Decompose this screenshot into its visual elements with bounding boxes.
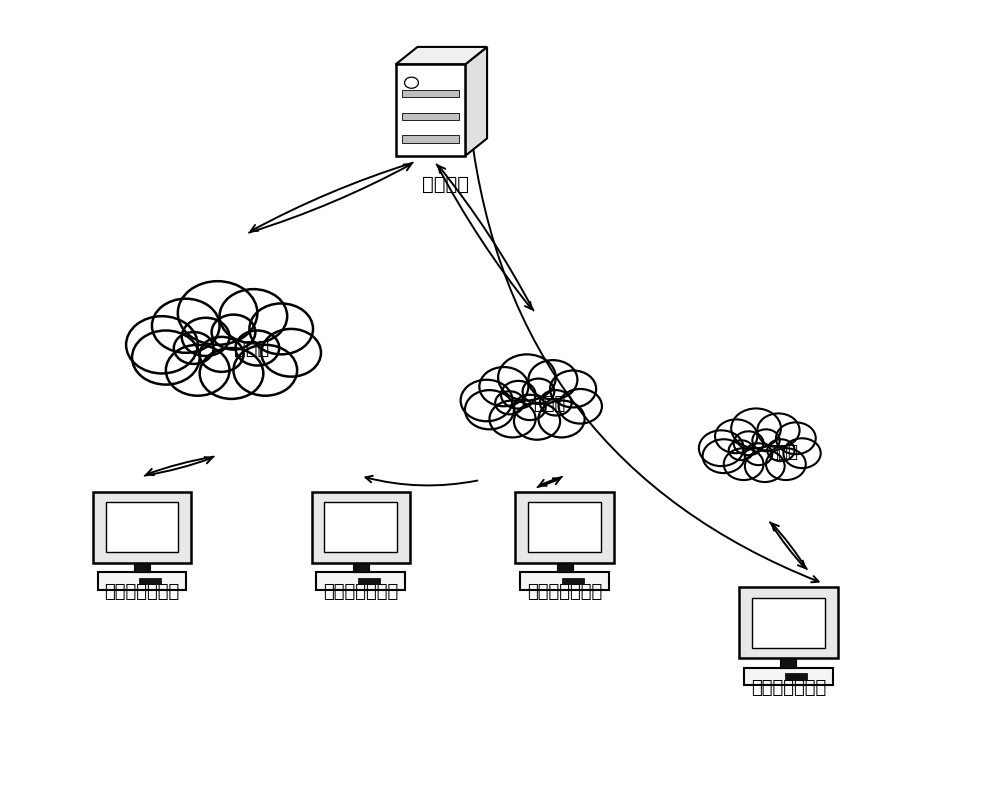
Circle shape	[559, 389, 602, 424]
Circle shape	[538, 400, 585, 437]
Circle shape	[174, 332, 214, 364]
Bar	[396, 64, 465, 156]
Circle shape	[495, 391, 524, 414]
Circle shape	[212, 315, 255, 349]
Bar	[106, 502, 178, 553]
Bar	[402, 113, 459, 119]
Circle shape	[132, 331, 200, 384]
Circle shape	[182, 318, 230, 356]
Bar	[752, 598, 825, 648]
Circle shape	[731, 409, 781, 449]
Bar	[93, 492, 191, 563]
Bar	[98, 573, 186, 590]
Circle shape	[745, 443, 772, 465]
Circle shape	[200, 348, 263, 399]
Bar	[780, 658, 796, 668]
Bar	[134, 563, 150, 573]
Circle shape	[465, 390, 514, 429]
Circle shape	[550, 371, 596, 408]
Circle shape	[724, 449, 764, 480]
Circle shape	[479, 367, 528, 406]
Circle shape	[514, 403, 560, 440]
Circle shape	[776, 422, 816, 454]
Bar	[515, 492, 614, 563]
Bar	[402, 135, 459, 143]
Circle shape	[461, 380, 513, 421]
Bar	[557, 563, 573, 573]
Circle shape	[745, 450, 785, 482]
Bar	[528, 502, 601, 553]
Bar	[520, 573, 609, 590]
Circle shape	[540, 390, 572, 416]
Bar	[744, 668, 833, 686]
Circle shape	[166, 344, 230, 396]
Polygon shape	[396, 47, 487, 64]
Bar	[316, 573, 405, 590]
Text: 终端（客户端）: 终端（客户端）	[104, 583, 180, 602]
Circle shape	[233, 344, 297, 396]
Circle shape	[249, 304, 313, 354]
Circle shape	[261, 329, 321, 376]
Bar	[358, 578, 380, 584]
Bar	[312, 492, 410, 563]
Circle shape	[501, 381, 536, 409]
Circle shape	[235, 331, 279, 365]
Text: 终端（客户端）: 终端（客户端）	[527, 583, 602, 602]
Circle shape	[498, 354, 556, 400]
Polygon shape	[465, 47, 487, 156]
Circle shape	[220, 289, 287, 343]
Circle shape	[729, 441, 754, 460]
Circle shape	[752, 429, 780, 451]
Circle shape	[715, 420, 757, 453]
Circle shape	[757, 413, 800, 447]
Circle shape	[126, 316, 198, 373]
Circle shape	[489, 400, 536, 437]
Text: 服务设备: 服务设备	[422, 175, 469, 195]
Bar	[402, 90, 459, 97]
Circle shape	[699, 430, 744, 466]
Bar	[562, 578, 584, 584]
Text: 互联网: 互联网	[768, 443, 798, 461]
Circle shape	[703, 439, 745, 473]
Text: 互联网: 互联网	[534, 396, 566, 413]
Bar	[785, 674, 807, 680]
Bar	[324, 502, 397, 553]
Circle shape	[200, 337, 243, 372]
Circle shape	[178, 281, 257, 344]
Circle shape	[783, 438, 821, 468]
Circle shape	[766, 449, 806, 480]
Text: 终端（客户端）: 终端（客户端）	[751, 679, 826, 697]
Text: 终端（客户端）: 终端（客户端）	[323, 583, 398, 602]
Circle shape	[767, 439, 795, 461]
Bar	[353, 563, 369, 573]
Circle shape	[528, 360, 577, 400]
Circle shape	[523, 379, 554, 404]
Circle shape	[152, 299, 220, 352]
Bar	[139, 578, 161, 584]
Circle shape	[514, 395, 546, 420]
Bar	[739, 587, 838, 658]
Circle shape	[734, 431, 764, 455]
Text: 互联网: 互联网	[234, 340, 269, 358]
